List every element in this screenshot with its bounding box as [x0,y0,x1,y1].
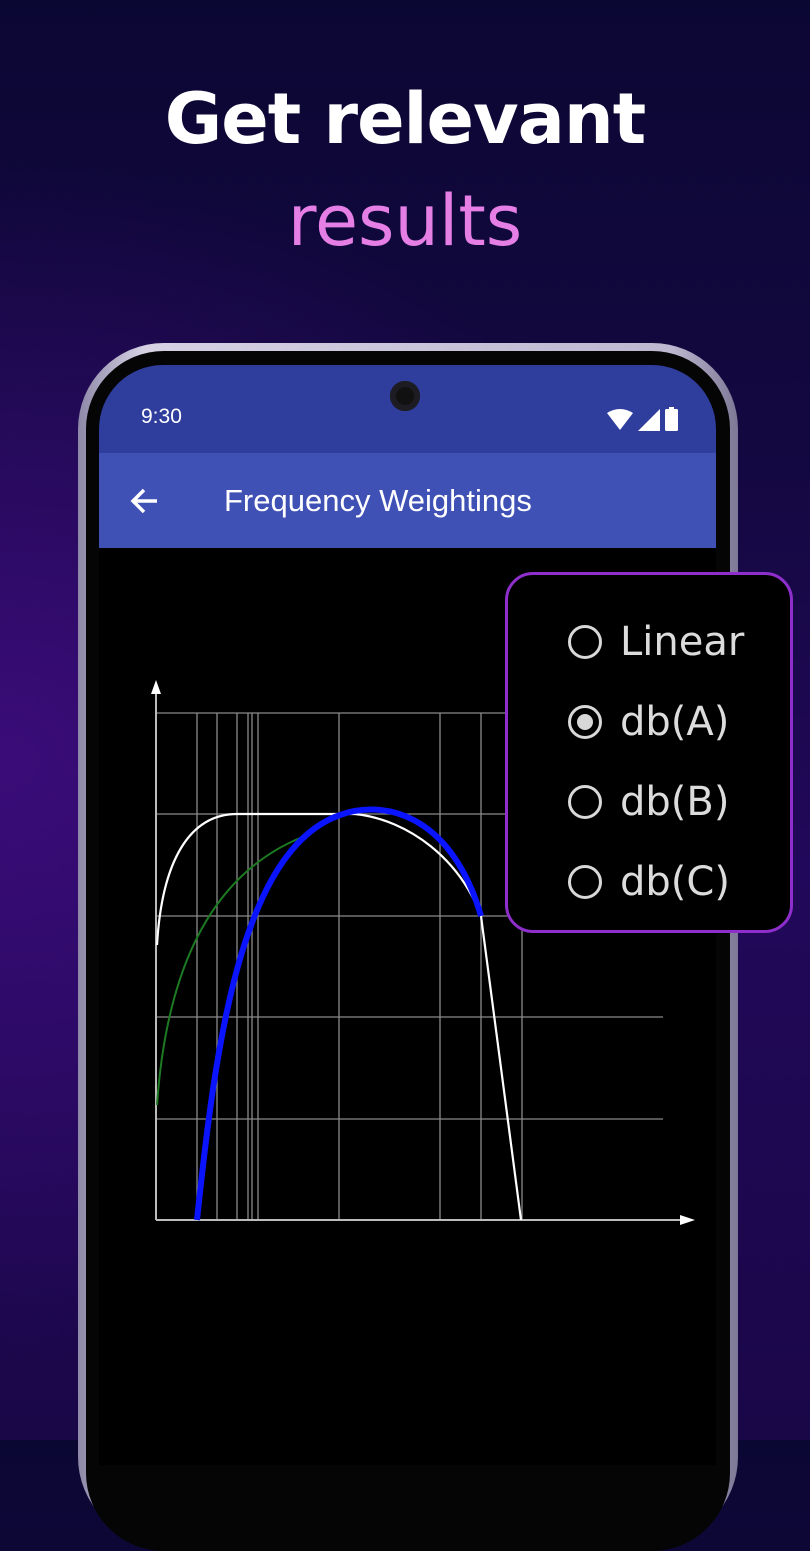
weighting-selector-popup: Linear db(A) db(B) db(C) [505,572,793,933]
phone-screen: 9:30 Frequency Weightings [99,365,716,1465]
status-time: 9:30 [141,405,182,428]
status-bar: 9:30 [99,365,716,453]
arrow-left-icon[interactable] [127,483,163,519]
headline-subtitle: results [287,180,523,262]
radio-checked-icon[interactable] [568,705,602,739]
curve-b-weighting [156,837,301,1106]
radio-unchecked-icon[interactable] [568,865,602,899]
option-db-a[interactable]: db(A) [568,692,729,752]
radio-unchecked-icon[interactable] [568,785,602,819]
camera-icon [390,381,420,411]
wifi-icon [607,409,633,430]
curve-a-weighting [194,806,484,1221]
option-label: db(C) [620,859,730,905]
curve-c-weighting [155,812,523,1221]
option-db-b[interactable]: db(B) [568,772,729,832]
app-toolbar: Frequency Weightings [99,453,716,548]
x-axis-arrow [680,1215,695,1225]
option-label: db(B) [620,779,730,825]
radio-unchecked-icon[interactable] [568,625,602,659]
signal-icon [638,409,660,431]
option-label: Linear [620,619,745,665]
battery-icon [665,407,678,431]
headline-title: Get relevant [164,78,646,160]
page-title: Frequency Weightings [224,483,532,518]
y-axis-arrow [151,680,161,694]
option-label: db(A) [620,699,730,745]
option-db-c[interactable]: db(C) [568,852,730,912]
option-linear[interactable]: Linear [568,612,744,672]
